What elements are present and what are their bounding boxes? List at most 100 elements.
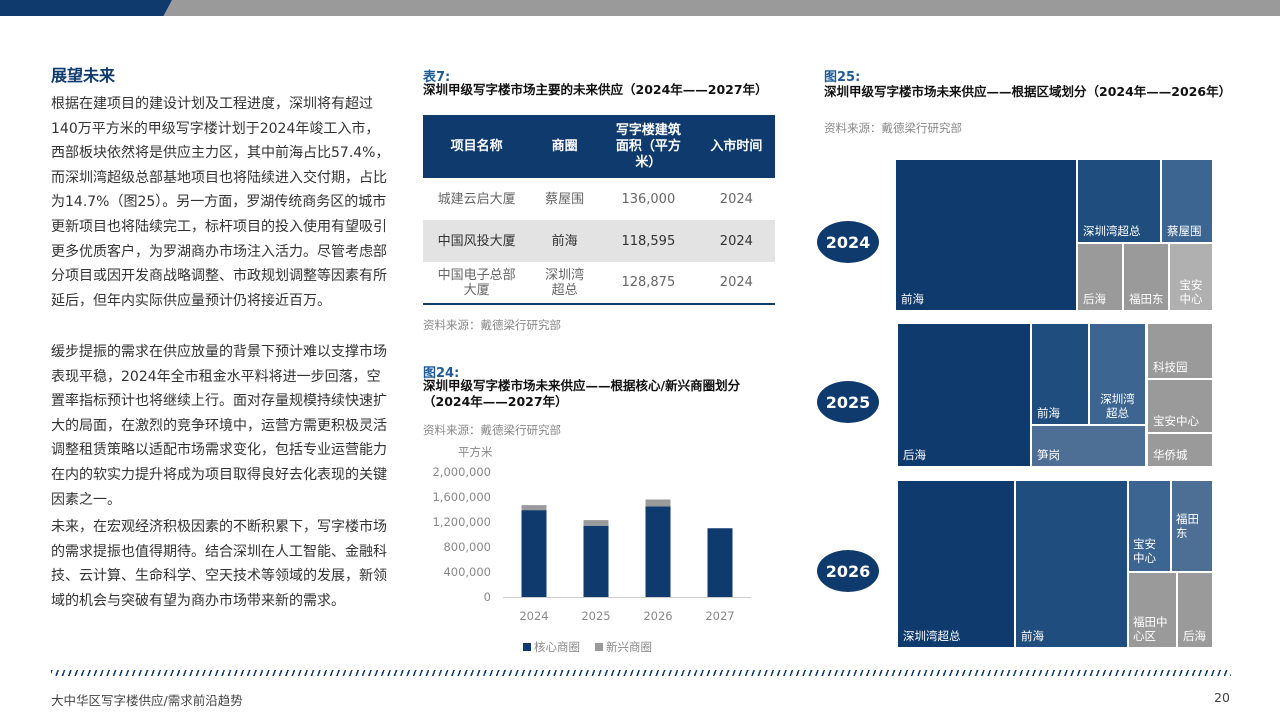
tile-label: 华侨城 — [1153, 448, 1188, 462]
tile-label: 后海 — [903, 448, 926, 462]
table-header-row: 项目名称 商圈 写字楼建筑面积（平方米） 入市时间 — [423, 115, 775, 178]
tile-label: 深圳湾超总 — [1100, 392, 1135, 420]
cell-area: 128,875 — [598, 262, 698, 305]
cell-date: 2024 — [697, 220, 775, 262]
legend-label: 核心商圈 — [534, 640, 580, 654]
treemap-2025-tile: 深圳湾超总 — [1090, 324, 1145, 424]
treemap-2025-tile: 前海 — [1032, 324, 1088, 424]
x-tick-label: 2024 — [519, 609, 548, 623]
bar-核心商圈 — [645, 506, 671, 597]
treemap-2024-tile: 前海 — [896, 160, 1076, 310]
cell-area: 136,000 — [598, 178, 698, 220]
tile-label: 笋岗 — [1037, 448, 1060, 462]
cell-date: 2024 — [697, 262, 775, 305]
bar-核心商圈 — [707, 528, 733, 597]
bar-核心商圈 — [583, 525, 609, 597]
y-axis-label: 平方米 — [458, 445, 493, 459]
treemap-2026-tile: 深圳湾超总 — [898, 481, 1014, 647]
bar-新兴商圈 — [521, 505, 547, 511]
table7-source: 资料来源：戴德梁行研究部 — [423, 318, 561, 332]
cell-project: 城建云启大厦 — [423, 178, 531, 220]
fig25-source: 资料来源：戴德梁行研究部 — [824, 121, 962, 135]
y-tick-label: 1,600,000 — [432, 490, 491, 504]
tile-label: 前海 — [1037, 406, 1060, 420]
page-number: 20 — [1214, 690, 1230, 705]
header-area: 写字楼建筑面积（平方米） — [598, 115, 698, 178]
tile-label: 前海 — [901, 292, 924, 306]
paragraph-2: 缓步提振的需求在供应放量的背景下预计难以支撑市场表现平稳，2024年全市租金水平… — [51, 344, 387, 508]
cell-project-text: 中国电子总部大厦 — [437, 267, 516, 298]
cell-project: 中国风投大厦 — [423, 220, 531, 262]
y-tick-label: 800,000 — [443, 540, 491, 554]
legend-label: 新兴商圈 — [606, 640, 652, 654]
y-tick-label: 0 — [484, 590, 491, 604]
year-badge-2024: 2024 — [817, 221, 879, 263]
table-row: 中国电子总部大厦 深圳湾超总 128,875 2024 — [423, 262, 775, 305]
tile-label: 深圳湾超总 — [903, 629, 961, 643]
fig25-title: 深圳甲级写字楼市场未来供应——根据区域划分（2024年——2026年） — [824, 84, 1232, 99]
header-date: 入市时间 — [697, 115, 775, 178]
tile-label: 后海 — [1183, 629, 1206, 643]
x-tick-label: 2026 — [643, 609, 672, 623]
treemap-2025-tile: 笋岗 — [1032, 426, 1145, 466]
treemap-2026-tile: 后海 — [1178, 573, 1212, 647]
cell-area: 118,595 — [598, 220, 698, 262]
header-district: 商圈 — [530, 115, 599, 178]
treemap-2025-tile: 科技园 — [1148, 324, 1212, 378]
table7-title: 深圳甲级写字楼市场主要的未来供应（2024年——2027年） — [423, 82, 768, 97]
treemap-2024-tile: 深圳湾超总 — [1078, 160, 1160, 242]
header-project: 项目名称 — [423, 115, 531, 178]
cell-district: 蔡屋围 — [530, 178, 599, 220]
cell-project: 中国电子总部大厦 — [423, 262, 531, 305]
year-badge-2026: 2026 — [817, 550, 879, 592]
x-tick-label: 2027 — [705, 609, 734, 623]
cell-district-text: 深圳湾超总 — [545, 267, 585, 298]
footer-divider — [51, 670, 1231, 676]
fig24-label: 图24: — [423, 366, 460, 381]
treemap-2026-tile: 福田东 — [1172, 481, 1212, 571]
treemap-2024-tile: 福田东 — [1124, 244, 1168, 310]
tile-label: 福田中心区 — [1133, 615, 1168, 643]
treemap-2024-tile: 宝安中心 — [1170, 244, 1212, 310]
table-row: 中国风投大厦 前海 118,595 2024 — [423, 220, 775, 262]
tile-label: 宝安中心 — [1179, 278, 1203, 306]
footer-title: 大中华区写字楼供应/需求前沿趋势 — [51, 693, 243, 708]
treemap-2026-tile: 宝安中心 — [1129, 481, 1170, 571]
header-area-text: 写字楼建筑面积（平方米） — [615, 122, 681, 170]
fig24-title-line2: （2024年——2027年） — [423, 394, 568, 409]
fig24-title-line1: 深圳甲级写字楼市场未来供应——根据核心/新兴商圈划分 — [423, 378, 741, 393]
cell-date: 2024 — [697, 178, 775, 220]
bar-新兴商圈 — [583, 520, 609, 526]
y-tick-label: 2,000,000 — [432, 465, 491, 479]
top-bar-accent — [0, 0, 172, 16]
tile-label: 宝安中心 — [1153, 414, 1199, 428]
treemap-2024-tile: 后海 — [1078, 244, 1122, 310]
treemap-2024-tile: 蔡屋围 — [1162, 160, 1212, 242]
table7-label: 表7: — [423, 70, 451, 85]
paragraph-1: 根据在建项目的建设计划及工程进度，深圳将有超过140万平方米的甲级写字楼计划于2… — [51, 96, 390, 309]
paragraph-3: 未来，在宏观经济积极因素的不断积累下，写字楼市场的需求提振也值得期待。结合深圳在… — [51, 519, 387, 609]
table-row: 城建云启大厦 蔡屋围 136,000 2024 — [423, 178, 775, 220]
fig25-label: 图25: — [824, 70, 861, 85]
x-tick-label: 2025 — [581, 609, 610, 623]
tile-label: 后海 — [1083, 292, 1106, 306]
y-tick-label: 400,000 — [443, 565, 491, 579]
legend-swatch — [595, 643, 603, 651]
tile-label: 前海 — [1021, 629, 1044, 643]
cell-district: 前海 — [530, 220, 599, 262]
supply-table: 项目名称 商圈 写字楼建筑面积（平方米） 入市时间 城建云启大厦 蔡屋围 136… — [423, 115, 775, 305]
tile-label: 科技园 — [1153, 360, 1188, 374]
bar-核心商圈 — [521, 510, 547, 597]
tile-label: 宝安中心 — [1133, 537, 1156, 565]
tile-label: 蔡屋围 — [1167, 224, 1202, 238]
treemap-2026-tile: 前海 — [1016, 481, 1127, 647]
top-bar — [0, 0, 1280, 16]
legend-swatch — [523, 643, 531, 651]
treemap-2026-tile: 福田中心区 — [1129, 573, 1176, 647]
tile-label: 福田东 — [1176, 512, 1199, 540]
treemap-2025-tile: 后海 — [898, 324, 1030, 466]
tile-label: 深圳湾超总 — [1083, 224, 1141, 238]
supply-bar-chart: 平方米 0 400,000 800,000 1,200,000 1,600,000 2,00… — [432, 445, 751, 654]
treemap-2025-tile: 宝安中心 — [1148, 380, 1212, 432]
year-badge-2025: 2025 — [817, 381, 879, 423]
